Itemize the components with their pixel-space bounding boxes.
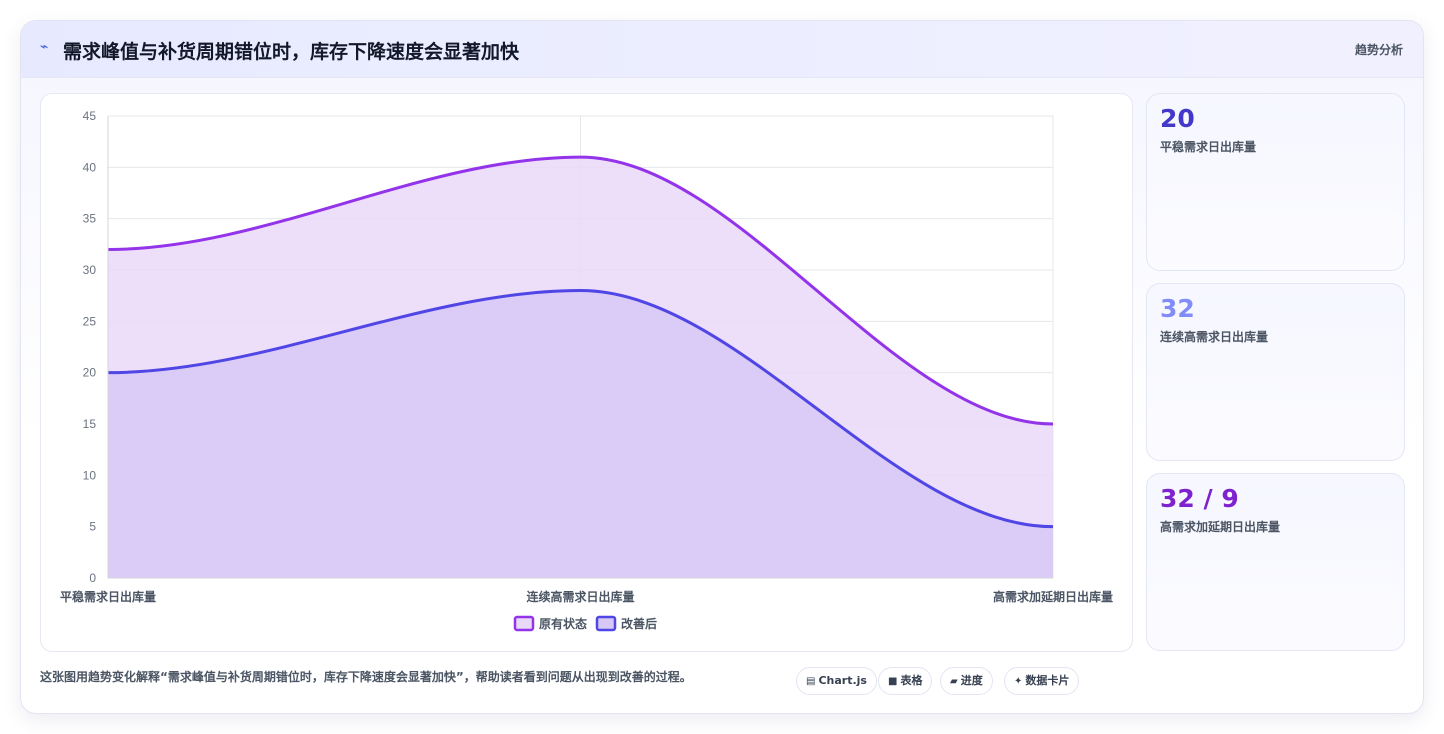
y-tick-label: 25	[83, 314, 97, 328]
progress-icon: ▰	[950, 676, 958, 687]
legend-swatch	[595, 615, 617, 632]
chip-label: Chart.js	[818, 674, 867, 687]
header-tag: 趋势分析	[1354, 43, 1403, 57]
chip-label: 进度	[960, 674, 983, 687]
stat-card-steady: 20 平稳需求日出库量	[1146, 93, 1405, 271]
chip-data-cards[interactable]: ✦ 数据卡片	[1004, 667, 1080, 695]
stat-label: 连续高需求日出库量	[1160, 330, 1269, 344]
chip-progress[interactable]: ▰ 进度	[940, 667, 993, 695]
stat-value: 32	[1160, 294, 1195, 323]
legend-swatch	[513, 615, 535, 632]
trend-line-icon: ⌁	[40, 39, 49, 55]
x-tick-label: 高需求加延期日出库量	[993, 589, 1113, 604]
area-chart: 0 5 10 15 20 25 30 35 40 45 平稳需求日出库量 连续高需求日出库量 高需求加延…	[60, 109, 1113, 632]
y-tick-label: 40	[83, 160, 97, 174]
y-tick-label: 45	[83, 109, 97, 123]
sparkle-icon: ✦	[1014, 676, 1023, 687]
chart-panel: 0 5 10 15 20 25 30 35 40 45 平稳需求日出库量 连续高需求日出库量 高需求加延…	[40, 93, 1133, 652]
x-tick-label: 连续高需求日出库量	[526, 589, 634, 604]
y-tick-label: 0	[89, 571, 96, 585]
y-tick-label: 5	[89, 520, 96, 534]
chart-description: 这张图用趋势变化解释“需求峰值与补货周期错位时，库存下降速度会显著加快”，帮助读…	[40, 670, 692, 684]
chip-label: 数据卡片	[1025, 674, 1070, 687]
x-tick-label: 平稳需求日出库量	[60, 589, 156, 604]
stat-value: 20	[1160, 104, 1195, 133]
page-title: 需求峰值与补货周期错位时，库存下降速度会显著加快	[63, 41, 520, 63]
dashboard-card: ⌁ 需求峰值与补货周期错位时，库存下降速度会显著加快 趋势分析 0 5 10 15 20…	[20, 20, 1424, 714]
stat-label: 平稳需求日出库量	[1160, 140, 1257, 154]
legend-label: 改善后	[621, 616, 657, 631]
stat-card-delay: 32 / 9 高需求加延期日出库量	[1146, 473, 1405, 651]
y-tick-label: 30	[83, 263, 97, 277]
series-area-2	[108, 290, 1053, 578]
chart-icon: ▤	[806, 676, 816, 687]
y-tick-label: 10	[83, 468, 97, 482]
y-tick-label: 35	[83, 212, 97, 226]
series-line-1	[107, 155, 1054, 426]
chip-chartjs[interactable]: ▤ Chart.js	[796, 667, 877, 695]
y-tick-label: 20	[83, 366, 97, 380]
table-icon: ■	[888, 676, 898, 687]
stat-label: 高需求加延期日出库量	[1160, 520, 1281, 534]
chip-label: 表格	[900, 674, 923, 687]
series-line-2	[107, 289, 1054, 529]
chip-table[interactable]: ■ 表格	[878, 667, 933, 695]
y-tick-label: 15	[83, 417, 97, 431]
card-header: ⌁ 需求峰值与补货周期错位时，库存下降速度会显著加快 趋势分析	[21, 21, 1423, 78]
legend-label: 原有状态	[539, 616, 587, 631]
stat-card-high: 32 连续高需求日出库量	[1146, 283, 1405, 461]
stat-value: 32 / 9	[1160, 484, 1239, 513]
